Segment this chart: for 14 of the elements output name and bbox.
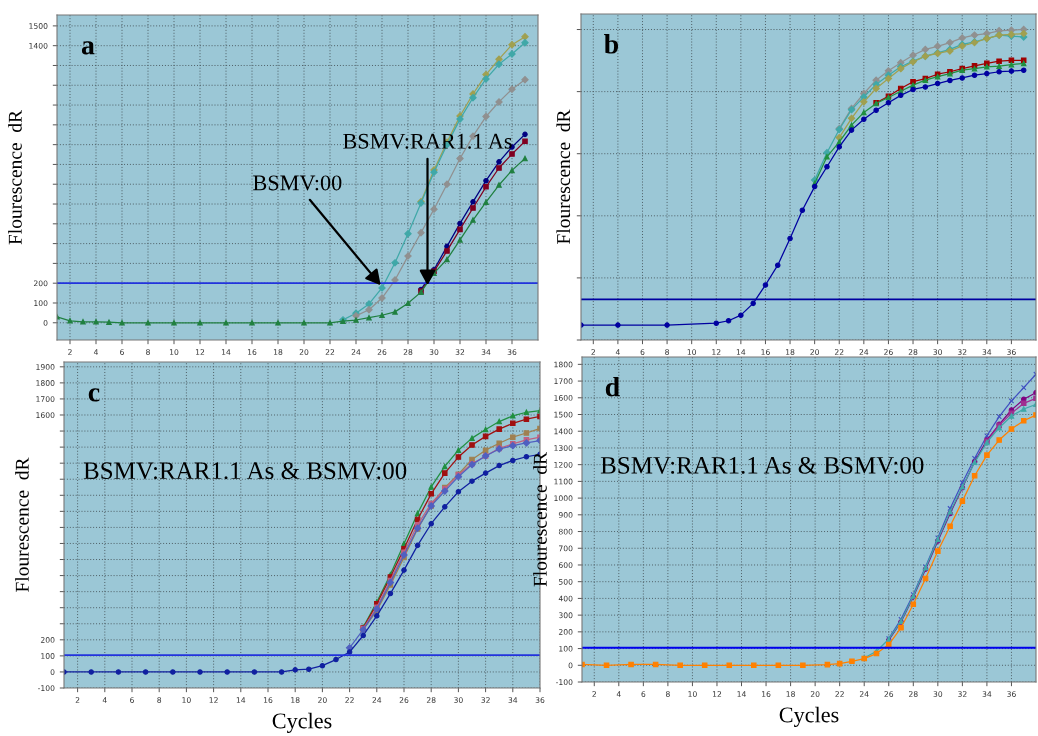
annotation: BSMV:RAR1.1 As & BSMV:00 — [600, 456, 924, 474]
annotation: d — [605, 376, 620, 397]
annotation: a — [81, 41, 95, 55]
annotation: BSMV:RAR1.1 As & BSMV:00 — [83, 462, 407, 480]
annotation: BSMV:RAR1.1 As — [343, 133, 512, 149]
annotation: c — [88, 388, 100, 402]
x-axis-title: Cycles — [272, 712, 332, 733]
x-axis-title: Cycles — [779, 706, 839, 727]
y-axis-title: Flourescence dR — [8, 110, 22, 245]
y-axis-title: Flourescence dR — [15, 457, 29, 592]
annotation: BSMV:00 — [253, 175, 342, 191]
y-axis-title: Flourescence dR — [556, 109, 571, 244]
annotation: b — [604, 34, 619, 54]
y-axis-title: Flourescence dR — [533, 452, 547, 587]
